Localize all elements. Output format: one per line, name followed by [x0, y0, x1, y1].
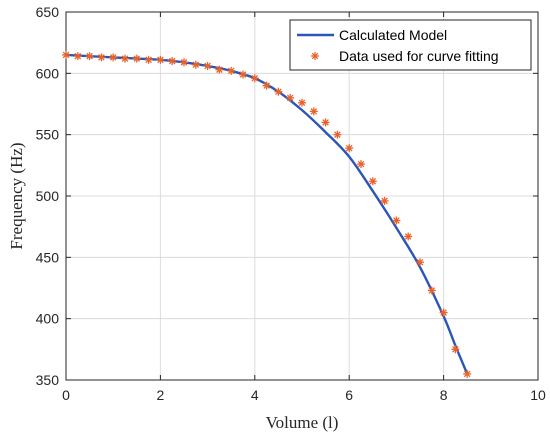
data-point: [180, 58, 188, 67]
data-point: [262, 81, 271, 90]
x-tick-label: 10: [530, 387, 546, 403]
data-point: [298, 98, 306, 107]
data-point: [97, 53, 106, 62]
data-point: [345, 144, 354, 153]
data-point: [73, 52, 82, 61]
data-point: [215, 65, 224, 74]
grid-layer: [65, 11, 539, 381]
data-point: [132, 54, 141, 63]
data-point: [333, 130, 342, 139]
x-axis-label: Volume (l): [266, 413, 339, 432]
y-axis-label: Frequency (Hz): [7, 142, 26, 249]
data-point: [168, 57, 177, 66]
legend-label: Calculated Model: [339, 27, 447, 43]
series-layer: [62, 50, 472, 378]
legend: Calculated Model Data used for curve fitt…: [289, 19, 532, 71]
data-point: [85, 52, 94, 61]
data-point: [368, 177, 377, 186]
data-point: [416, 258, 424, 267]
x-tick-label: 8: [440, 387, 448, 403]
data-point: [451, 345, 460, 354]
data-point: [62, 50, 70, 59]
data-point: [250, 74, 259, 83]
data-point: [203, 61, 212, 70]
data-point: [439, 308, 448, 317]
data-point: [121, 54, 129, 63]
data-point: [274, 87, 283, 96]
data-point: [286, 93, 295, 102]
y-tick-label: 400: [36, 311, 60, 327]
data-point: [227, 66, 236, 75]
data-point: [427, 286, 436, 295]
x-tick-label: 4: [251, 387, 259, 403]
x-tick-label: 2: [157, 387, 165, 403]
y-tick-label: 600: [36, 65, 60, 81]
y-tick-label: 500: [36, 188, 60, 204]
data-point: [239, 70, 247, 79]
data-point: [309, 107, 318, 116]
data-point: [191, 60, 200, 69]
data-point: [321, 118, 330, 127]
data-point: [357, 160, 365, 169]
y-tick-label: 550: [36, 127, 60, 143]
axes-layer: 0 2 4 6 8 10 350 400 450 500 550 600 650: [36, 4, 546, 403]
y-tick-label: 650: [36, 4, 60, 20]
data-point: [404, 232, 413, 241]
data-point: [109, 53, 118, 62]
data-point: [392, 216, 401, 225]
data-point: [380, 196, 389, 205]
x-tick-label: 0: [62, 387, 70, 403]
y-tick-label: 350: [36, 372, 60, 388]
y-tick-label: 450: [36, 249, 60, 265]
legend-box: [289, 19, 532, 71]
legend-marker-swatch: [311, 52, 319, 60]
x-tick-label: 6: [345, 387, 353, 403]
data-point: [156, 55, 165, 64]
data-point: [463, 369, 472, 378]
data-point: [144, 55, 153, 64]
legend-label: Data used for curve fitting: [339, 48, 499, 64]
